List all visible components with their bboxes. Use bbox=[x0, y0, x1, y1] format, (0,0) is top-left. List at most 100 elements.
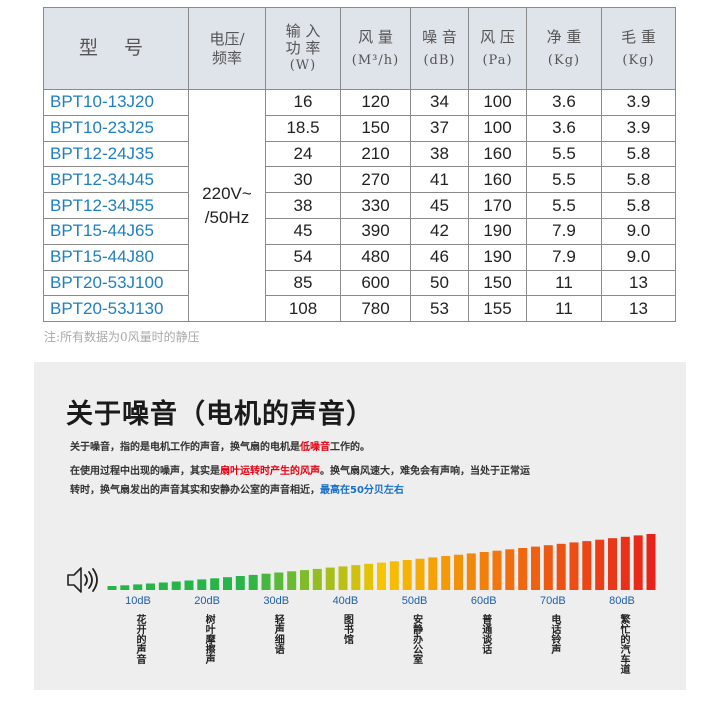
cell-airflow: 270 bbox=[340, 166, 411, 194]
noise-bar bbox=[633, 535, 643, 590]
cell-net-weight: 3.6 bbox=[526, 89, 602, 116]
noise-bar bbox=[492, 550, 502, 590]
db-label: 60dB bbox=[470, 595, 497, 607]
header-model: 型 号 bbox=[43, 7, 189, 90]
cell-power: 108 bbox=[265, 295, 341, 323]
db-label: 50dB bbox=[401, 595, 428, 607]
noise-paragraph-2: 在使用过程中出现的噪声，其实是扇叶运转时产生的风声。换气扇风速大，难免会有声响，… bbox=[70, 466, 530, 477]
noise-bar bbox=[300, 570, 309, 590]
db-label: 30dB bbox=[263, 595, 290, 607]
cell-noise: 38 bbox=[410, 140, 469, 168]
cell-airflow: 210 bbox=[340, 140, 411, 168]
cell-net-weight: 11 bbox=[526, 295, 602, 323]
noise-paragraph-1: 关于噪音，指的是电机工作的声音，换气扇的电机是低噪音工作的。 bbox=[70, 442, 370, 453]
db-label: 20dB bbox=[194, 595, 220, 607]
cell-net-weight: 3.6 bbox=[526, 114, 602, 142]
cell-model: BPT10-23J25 bbox=[43, 114, 189, 142]
cell-model: BPT20-53J100 bbox=[43, 269, 189, 297]
cell-noise: 41 bbox=[410, 166, 469, 194]
noise-bar bbox=[223, 577, 232, 590]
table-row: BPT12-24J35 24 210 38 160 5.5 5.8 bbox=[43, 140, 676, 168]
cell-model: BPT15-44J80 bbox=[43, 243, 189, 271]
cell-noise: 42 bbox=[410, 217, 469, 245]
spec-table: 型 号 电压/频率 输 入功 率 (W) 风 量 (M³/h) 噪 音 (dB) 风 … bbox=[43, 7, 676, 323]
cell-airflow: 780 bbox=[340, 295, 411, 323]
noise-bar bbox=[505, 549, 515, 590]
cell-model: BPT15-44J65 bbox=[43, 217, 189, 245]
cell-power: 16 bbox=[265, 89, 341, 116]
cell-net-weight: 5.5 bbox=[526, 140, 602, 168]
noise-bar bbox=[441, 556, 451, 590]
table-row: BPT20-53J130 108 780 53 155 11 13 bbox=[43, 295, 676, 323]
cell-power: 45 bbox=[265, 217, 341, 245]
cell-model: BPT12-34J55 bbox=[43, 192, 189, 219]
noise-bar bbox=[428, 557, 438, 590]
footnote: 注:所有数据为0风量时的静压 bbox=[44, 330, 200, 344]
noise-bar bbox=[158, 582, 168, 590]
noise-bar bbox=[107, 586, 117, 590]
db-description: 安静办公室 bbox=[410, 614, 422, 664]
noise-bar bbox=[364, 563, 374, 590]
noise-bar bbox=[338, 566, 348, 590]
db-label: 70dB bbox=[539, 595, 566, 607]
db-label: 80dB bbox=[609, 595, 635, 607]
cell-pressure: 155 bbox=[468, 295, 527, 323]
highlight-max-db: 最高在50分贝左右 bbox=[320, 485, 404, 496]
cell-power: 85 bbox=[265, 269, 341, 297]
cell-gross-weight: 9.0 bbox=[601, 217, 676, 245]
noise-bar bbox=[531, 546, 540, 590]
cell-power: 18.5 bbox=[265, 114, 341, 142]
noise-bar bbox=[389, 561, 399, 590]
noise-bar bbox=[582, 541, 592, 590]
cell-pressure: 160 bbox=[468, 140, 527, 168]
cell-model: BPT20-53J130 bbox=[43, 295, 189, 323]
noise-paragraph-3: 转时，换气扇发出的声音其实和安静办公室的声音相近，最高在50分贝左右 bbox=[70, 485, 404, 496]
cell-noise: 50 bbox=[410, 269, 469, 297]
db-label: 40dB bbox=[332, 595, 359, 607]
header-noise: 噪 音 (dB) bbox=[410, 7, 469, 90]
noise-bar bbox=[274, 572, 284, 590]
table-row: BPT10-23J25 18.5 150 37 100 3.6 3.9 bbox=[43, 114, 676, 142]
cell-airflow: 330 bbox=[340, 192, 411, 219]
cell-pressure: 170 bbox=[468, 192, 527, 219]
db-label: 10dB bbox=[125, 595, 151, 607]
cell-power: 30 bbox=[265, 166, 341, 194]
noise-level-bars bbox=[107, 534, 656, 590]
table-body: BPT10-13J20 220V~/50Hz 16 120 34 100 3.6 3.9 BPT… bbox=[43, 88, 676, 323]
noise-bar bbox=[518, 548, 528, 590]
cell-model: BPT10-13J20 bbox=[43, 89, 189, 116]
table-row: BPT12-34J45 30 270 41 160 5.5 5.8 bbox=[43, 166, 676, 194]
header-voltage: 电压/频率 bbox=[188, 7, 266, 90]
cell-airflow: 600 bbox=[340, 269, 411, 297]
cell-pressure: 190 bbox=[468, 217, 527, 245]
noise-bar bbox=[569, 542, 579, 590]
highlight-low-noise: 低噪音 bbox=[300, 442, 330, 453]
cell-net-weight: 7.9 bbox=[526, 243, 602, 271]
cell-gross-weight: 9.0 bbox=[601, 243, 676, 271]
cell-net-weight: 11 bbox=[526, 269, 602, 297]
cell-model: BPT12-34J45 bbox=[43, 166, 189, 194]
table-row: BPT20-53J100 85 600 50 150 11 13 bbox=[43, 269, 676, 297]
table-row: BPT15-44J65 45 390 42 190 7.9 9.0 bbox=[43, 217, 676, 245]
header-pressure: 风 压 (Pa) bbox=[468, 7, 527, 90]
cell-airflow: 150 bbox=[340, 114, 411, 142]
noise-bar bbox=[210, 578, 220, 590]
noise-bar bbox=[146, 583, 155, 590]
noise-bar bbox=[120, 585, 130, 590]
cell-net-weight: 5.5 bbox=[526, 192, 602, 219]
highlight-wind-noise: 扇叶运转时产生的风声 bbox=[220, 466, 320, 477]
noise-bar bbox=[325, 567, 335, 590]
noise-bar bbox=[287, 571, 297, 590]
cell-power: 24 bbox=[265, 140, 341, 168]
noise-title: 关于噪音（电机的声音） bbox=[66, 399, 374, 430]
cell-gross-weight: 5.8 bbox=[601, 192, 676, 219]
db-description: 电话铃声 bbox=[548, 614, 560, 654]
cell-gross-weight: 5.8 bbox=[601, 140, 676, 168]
cell-airflow: 480 bbox=[340, 243, 411, 271]
noise-bar bbox=[595, 539, 605, 590]
cell-airflow: 120 bbox=[340, 89, 411, 116]
db-description: 繁忙的汽车道 bbox=[618, 614, 629, 674]
noise-bar bbox=[646, 534, 656, 590]
noise-bar bbox=[171, 581, 181, 590]
noise-bar bbox=[377, 562, 386, 590]
